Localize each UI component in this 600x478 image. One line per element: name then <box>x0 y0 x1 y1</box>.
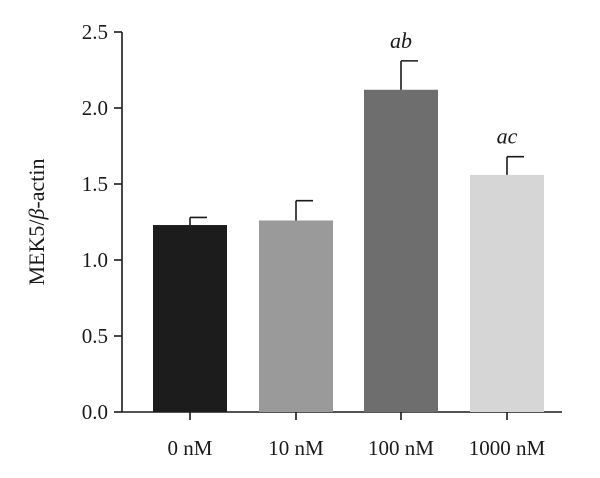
x-axis <box>122 411 562 420</box>
error-bars <box>189 60 524 226</box>
y-axis-label: MEK5/β-actin <box>24 158 49 285</box>
error-bar <box>189 216 207 226</box>
x-tick-label: 10 nM <box>268 436 324 460</box>
bars <box>153 89 544 412</box>
significance-label: ac <box>497 124 518 149</box>
y-tick-label: 2.0 <box>82 96 108 120</box>
annotations: ab ac <box>390 28 518 149</box>
bar <box>470 174 544 412</box>
y-axis: 0.0 0.5 1.0 1.5 2.0 2.5 <box>82 20 123 424</box>
x-tick-labels: 0 nM 10 nM 100 nM 1000 nM <box>168 436 546 460</box>
significance-label: ab <box>390 28 412 53</box>
bar <box>153 225 227 412</box>
x-tick-label: 0 nM <box>168 436 213 460</box>
x-tick-label: 1000 nM <box>469 436 546 460</box>
y-axis-label-suffix: -actin <box>24 158 49 208</box>
y-tick-label: 0.0 <box>82 400 108 424</box>
bar <box>364 89 438 412</box>
y-axis-label-symbol: β <box>24 209 49 221</box>
y-tick-label: 0.5 <box>82 324 108 348</box>
error-bar <box>400 60 418 90</box>
y-tick-label: 1.0 <box>82 248 108 272</box>
y-tick-label: 1.5 <box>82 172 108 196</box>
y-axis-label-prefix: MEK5/ <box>24 219 49 286</box>
error-bar <box>295 199 313 221</box>
x-tick-label: 100 nM <box>368 436 434 460</box>
y-tick-label: 2.5 <box>82 20 108 44</box>
error-bar <box>506 155 524 175</box>
bar <box>259 220 333 412</box>
